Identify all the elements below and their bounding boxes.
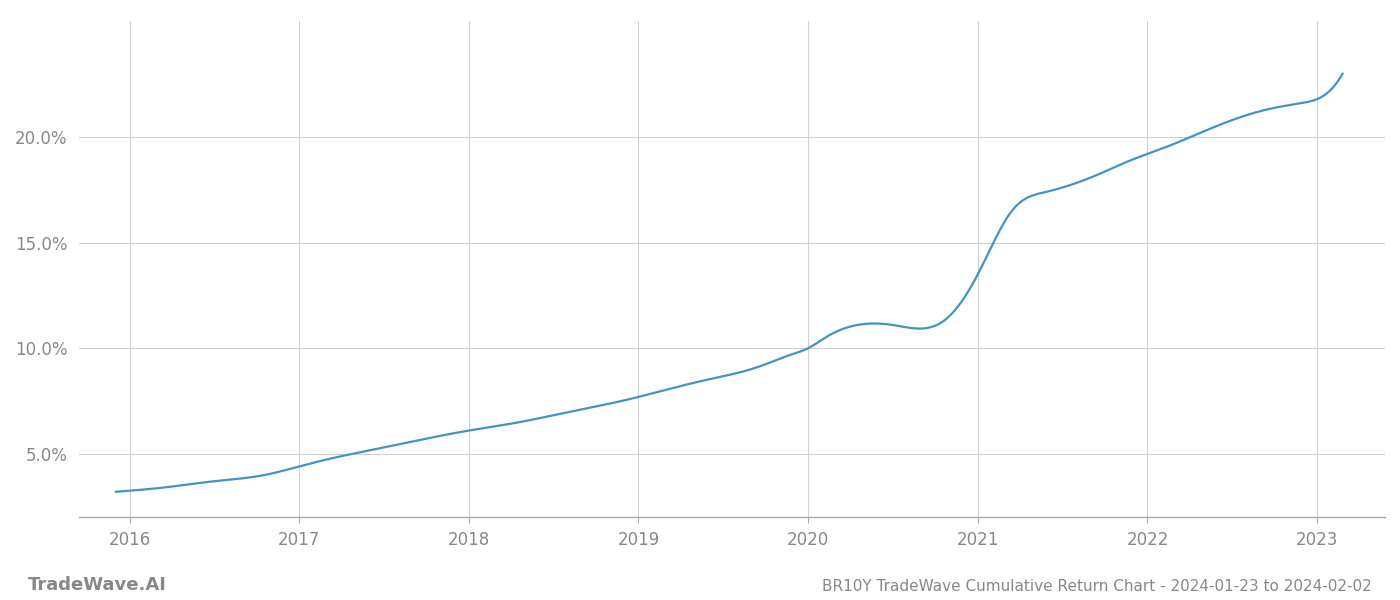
Text: BR10Y TradeWave Cumulative Return Chart - 2024-01-23 to 2024-02-02: BR10Y TradeWave Cumulative Return Chart … xyxy=(822,579,1372,594)
Text: TradeWave.AI: TradeWave.AI xyxy=(28,576,167,594)
